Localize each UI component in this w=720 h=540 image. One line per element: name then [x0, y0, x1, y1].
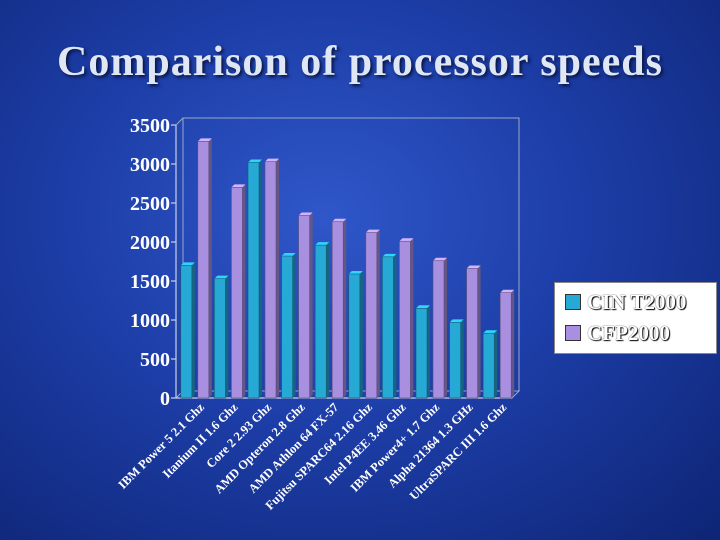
bar-series-1-10 — [482, 332, 495, 399]
y-tick-label: 3500 — [130, 115, 170, 137]
bar-series-1-3 — [247, 162, 260, 399]
bar-top-1-10 — [483, 330, 498, 334]
bar-top-1-9 — [449, 319, 464, 323]
bar-side-1-5 — [326, 242, 330, 398]
bar-series-1-1 — [180, 265, 193, 399]
bar-side-1-1 — [191, 262, 195, 398]
bar-side-2-5 — [343, 218, 347, 398]
y-tick-label: 1500 — [130, 271, 170, 293]
bar-side-2-7 — [410, 238, 414, 398]
bar-series-2-3 — [264, 161, 277, 399]
bar-side-2-3 — [276, 158, 279, 398]
bar-series-2-6 — [365, 232, 378, 399]
legend-label-series-1: CIN T2000 — [587, 289, 687, 314]
legend-swatch-series-1 — [565, 294, 581, 310]
bar-side-1-3 — [259, 159, 262, 398]
bar-series-2-4 — [298, 215, 310, 399]
bar-top-1-6 — [348, 270, 363, 274]
chart-bars — [180, 138, 515, 399]
y-tick-label: 2500 — [130, 193, 170, 215]
bar-side-1-7 — [393, 253, 397, 398]
y-tick-label: 1000 — [130, 310, 170, 332]
bar-top-1-3 — [248, 159, 262, 163]
bar-side-1-6 — [359, 270, 363, 398]
bar-series-2-1 — [197, 141, 210, 399]
bar-top-2-10 — [500, 289, 515, 293]
bar-top-2-7 — [399, 238, 414, 242]
bar-top-2-4 — [298, 212, 313, 216]
bar-side-1-9 — [460, 319, 464, 398]
bar-series-1-4 — [281, 255, 293, 399]
bar-series-2-7 — [399, 240, 411, 399]
bar-series-1-6 — [348, 273, 361, 399]
bar-series-2-9 — [466, 268, 478, 399]
bar-top-2-9 — [466, 265, 481, 269]
legend-item-series-2: CFP2000 — [565, 320, 670, 346]
y-tick-label: 0 — [160, 388, 170, 410]
y-tick-label: 3000 — [130, 154, 170, 176]
bar-top-2-1 — [197, 138, 212, 142]
bar-top-1-1 — [180, 262, 195, 266]
bar-side-2-9 — [477, 265, 481, 398]
slide-title: Comparison of processor speeds — [57, 39, 663, 85]
bar-side-1-10 — [494, 330, 498, 398]
y-tick-label: 500 — [140, 349, 170, 371]
bar-top-1-2 — [214, 275, 229, 279]
bar-series-2-10 — [499, 292, 512, 399]
bar-top-2-3 — [265, 158, 279, 162]
bar-top-2-2 — [231, 184, 246, 188]
y-tick-label: 2000 — [130, 232, 170, 254]
bar-series-1-8 — [415, 307, 428, 399]
bar-top-1-7 — [382, 253, 397, 257]
bar-top-2-8 — [433, 257, 447, 261]
bar-series-2-2 — [231, 187, 243, 399]
bar-top-1-5 — [315, 242, 330, 246]
bar-side-2-10 — [511, 289, 515, 398]
legend-swatch-series-2 — [565, 325, 581, 341]
bar-side-1-4 — [292, 253, 296, 398]
bar-side-2-6 — [376, 229, 380, 398]
bar-side-2-4 — [309, 212, 313, 398]
bar-top-1-4 — [281, 253, 296, 257]
bar-side-2-8 — [444, 257, 447, 398]
bar-series-2-8 — [432, 260, 445, 399]
bar-series-1-2 — [214, 278, 226, 399]
bar-top-2-6 — [365, 229, 380, 233]
bar-top-1-8 — [416, 305, 430, 309]
bar-series-1-5 — [314, 244, 327, 399]
legend-item-series-1: CIN T2000 — [565, 289, 686, 315]
bar-series-2-5 — [331, 221, 344, 399]
bar-side-2-2 — [242, 184, 246, 398]
bar-top-2-5 — [332, 218, 347, 222]
bar-side-1-8 — [427, 305, 430, 398]
legend-label-series-2: CFP2000 — [587, 320, 670, 345]
bar-side-1-2 — [225, 275, 229, 398]
bar-series-1-9 — [449, 322, 461, 399]
bar-series-1-7 — [382, 256, 394, 399]
y-axis-top-edge — [175, 117, 184, 126]
bar-side-2-1 — [208, 138, 212, 398]
chart-legend: CIN T2000 CFP2000 — [554, 282, 717, 354]
